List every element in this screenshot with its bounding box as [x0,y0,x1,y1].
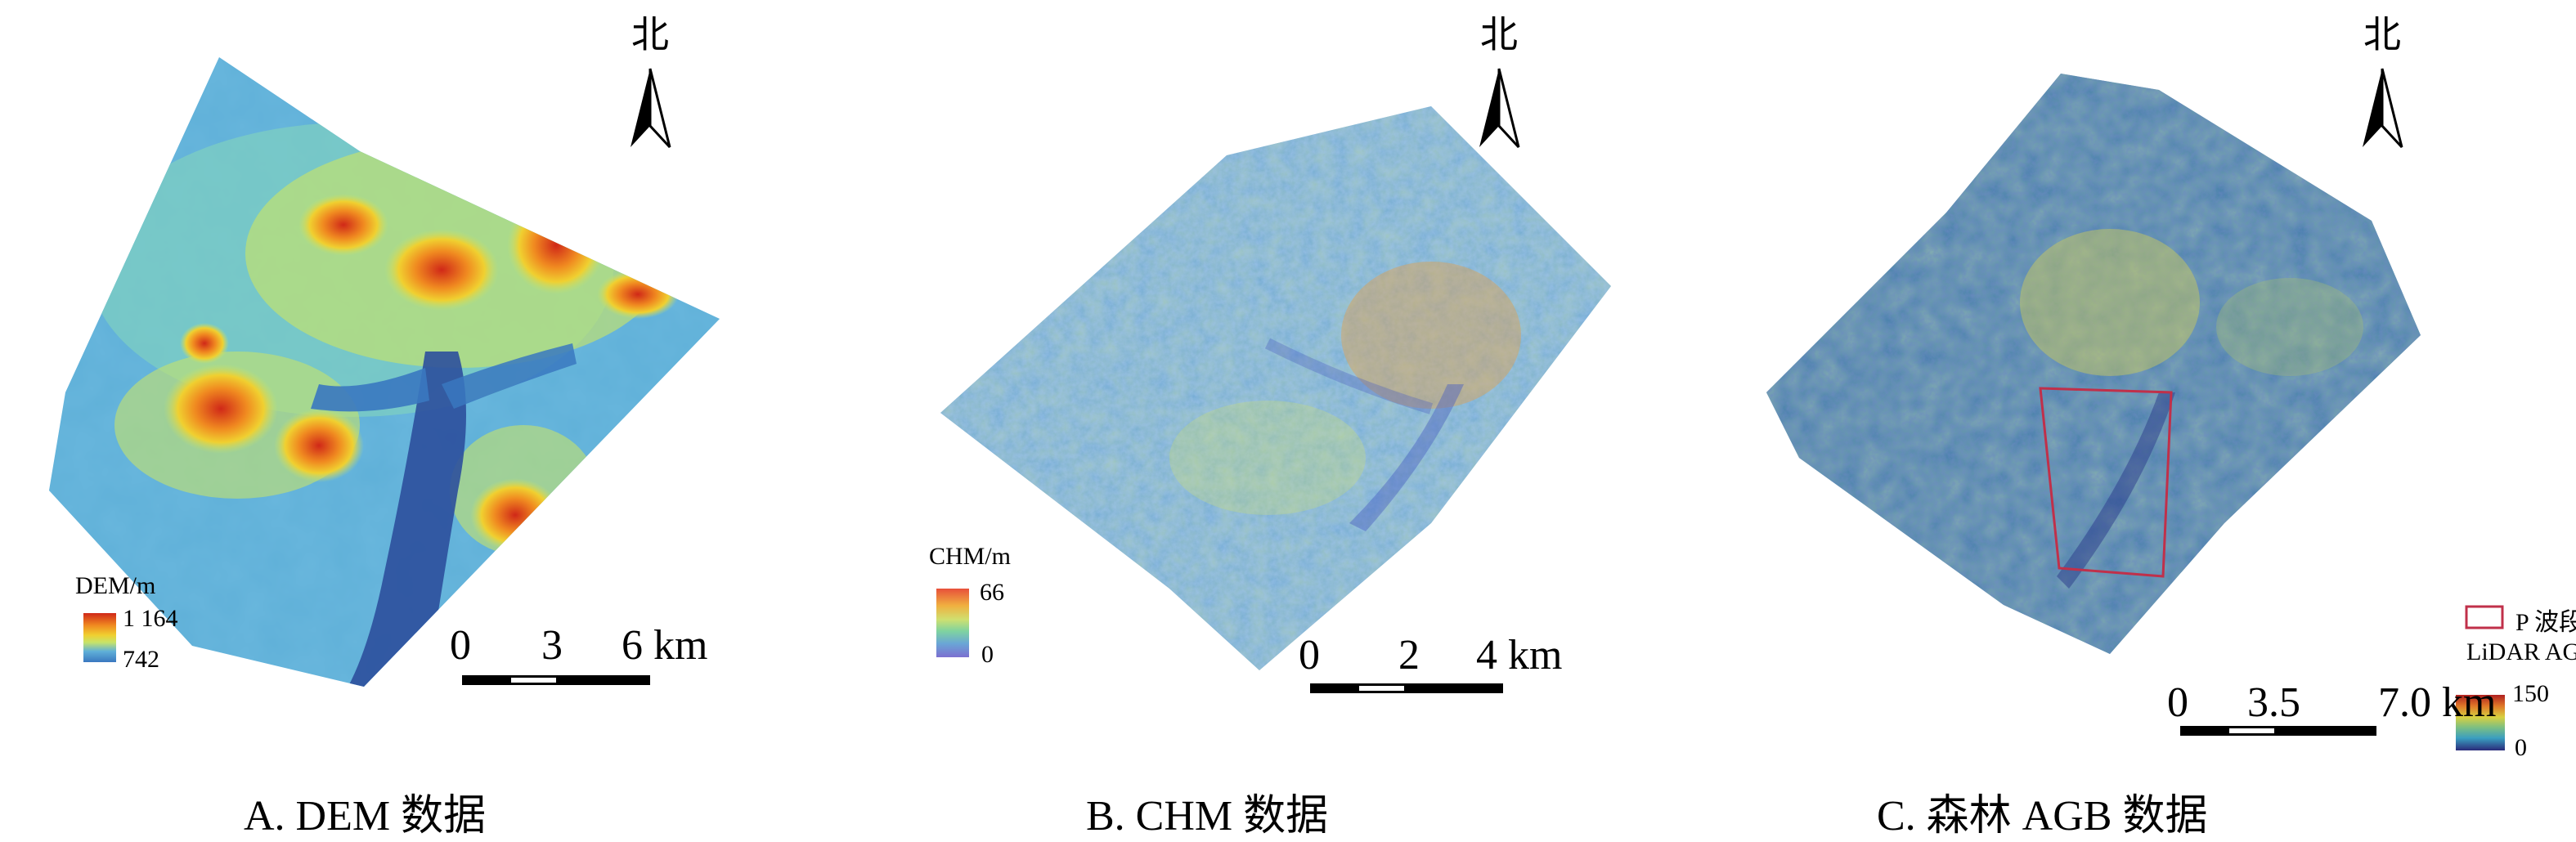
dem-scale-t2: 6 km [622,622,708,669]
north-label: 北 [631,14,669,56]
agb-legend-min: 0 [2515,734,2527,761]
agb-legend-max: 150 [2512,680,2549,707]
north-label: 北 [1480,14,1518,56]
panel-dem: 北 DEM/m 1 164 742 0 3 6 km A. DEM 数据 [0,0,859,840]
p-band-boundary [2039,387,2173,578]
north-arrow-icon [2363,68,2403,149]
north-arrow: 北 [622,15,679,149]
chm-scale-t0: 0 [1299,632,1320,679]
boundary-legend-label: P 波段边界 [2515,609,2576,636]
north-arrow: 北 [1470,15,1528,149]
north-arrow-icon [631,68,671,149]
agb-legend-title: LiDAR AGB/(t · hm⁻²) [2466,638,2576,665]
dem-raster [49,57,720,687]
agb-scale-t1: 3.5 [2247,679,2300,726]
dem-map [49,57,720,687]
panel-chm: 北 CHM/m 66 0 0 2 4 km B. CHM 数据 [859,0,1717,840]
agb-scale-t2: 7.0 km [2378,679,2497,726]
dem-legend-min: 742 [123,646,159,673]
agb-map [1766,74,2421,654]
agb-scale-t0: 0 [2167,679,2188,726]
north-label: 北 [2363,14,2401,56]
north-arrow: 北 [2354,15,2411,149]
chm-legend-min: 0 [981,641,994,668]
chm-raster [940,106,1611,670]
dem-scale-t1: 3 [541,622,563,669]
chm-legend-title: CHM/m [929,543,1012,570]
panel-agb: 北 P 波段边界 LiDAR AGB/(t · hm⁻²) 150 0 0 3.… [1717,0,2576,840]
chm-scale-t1: 2 [1398,632,1420,679]
dem-legend-max: 1 164 [123,605,178,632]
dem-legend-title: DEM/m [75,572,156,599]
dem-scale-t0: 0 [450,622,471,669]
chm-map [940,106,1611,670]
chm-legend-max: 66 [980,579,1004,606]
chm-scale-t2: 4 km [1476,632,1563,679]
dem-caption: A. DEM 数据 [244,793,487,840]
north-arrow-icon [1479,68,1520,149]
agb-caption: C. 森林 AGB 数据 [1877,793,2208,840]
chm-caption: B. CHM 数据 [1086,793,1329,840]
